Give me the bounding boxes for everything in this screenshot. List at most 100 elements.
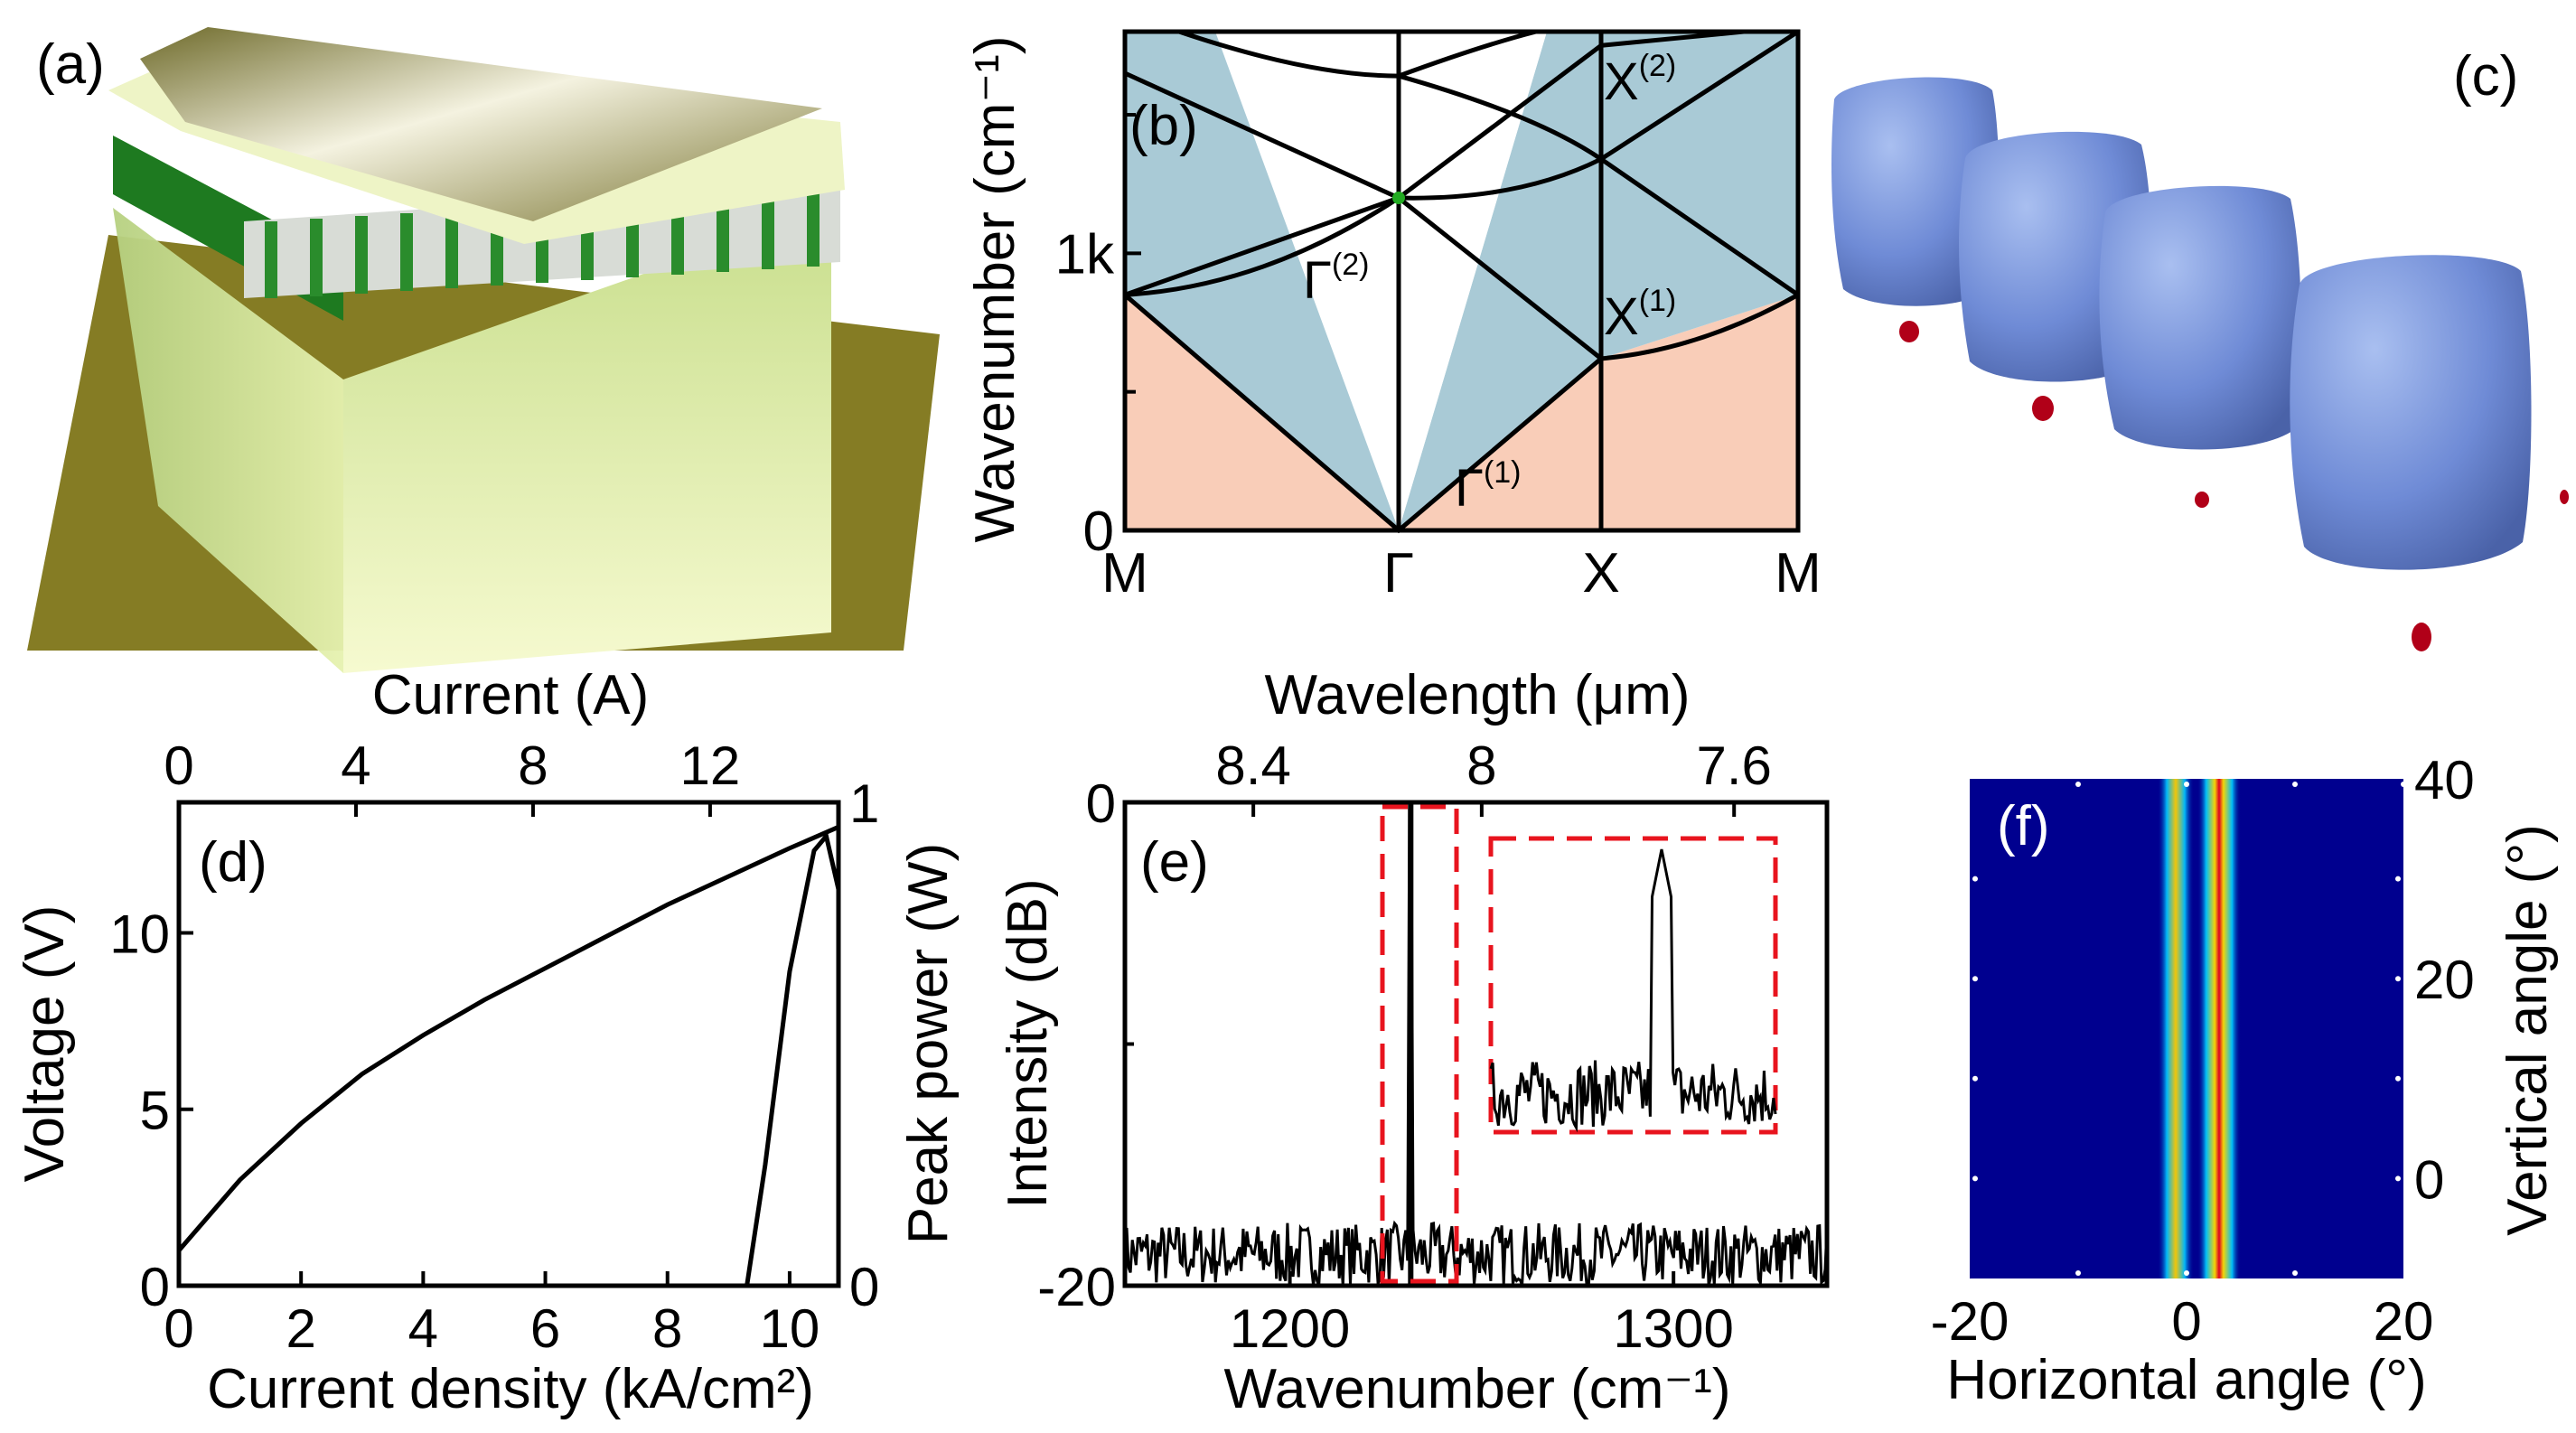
liv-top-tick-label: 0	[164, 735, 193, 796]
farfield-lobes	[2158, 779, 2241, 1278]
spectrum-x-tick-label: 1200	[1230, 1298, 1350, 1359]
farfield-y-tick-label: 20	[2414, 950, 2475, 1010]
liv-y-tick-label: 10	[109, 904, 170, 964]
spectrum-y-tick-label: 0	[1086, 773, 1116, 834]
liv-x-tick-label: 8	[652, 1298, 682, 1359]
farfield-lobe-1	[2158, 779, 2194, 1278]
band-y-tick-1: 0	[1083, 501, 1114, 563]
farfield-top-tickdot	[2292, 782, 2298, 787]
farfield-y-tickdot	[1972, 1175, 1978, 1182]
top-contact-plate	[140, 27, 822, 221]
light-cone-gap	[1399, 32, 1547, 530]
band-line-9	[1599, 29, 1800, 162]
farfield-lobe-2	[2197, 779, 2241, 1278]
panel-a-label: (a)	[36, 33, 105, 96]
liv-top-tick-label: 8	[518, 735, 548, 796]
liv-y-axis-label: Voltage (V)	[14, 905, 76, 1183]
spectrum-line	[1123, 801, 1829, 1288]
band-line-3	[1124, 195, 1400, 297]
farfield-top-tickdot	[2075, 782, 2081, 787]
liv-x-tick-label: 0	[164, 1298, 193, 1359]
panel-c-label: (c)	[2453, 45, 2518, 108]
farfield-x-tickdot	[2075, 1270, 2081, 1276]
farfield-y-tick-label: 0	[2414, 1149, 2444, 1210]
spectrum-y-tick-label: -20	[1037, 1257, 1116, 1317]
spectrum-inset	[1488, 836, 1778, 1135]
farfield-y-tickdot	[1972, 876, 1978, 882]
band-line-10	[1599, 157, 1800, 297]
farfield-x-tickdot	[2292, 1270, 2298, 1276]
band-x-tick-2: Γ	[1383, 542, 1414, 604]
liv-y-tick-label: 5	[140, 1081, 170, 1141]
farfield-x-tick-label: 20	[2374, 1291, 2434, 1352]
spectrum-top-axis-label: Wavelength (μm)	[1265, 664, 1691, 726]
band-line-12	[1398, 73, 1603, 162]
band-line-8	[1123, 70, 1400, 201]
spectrum-x-axis-label: Wavenumber (cm⁻¹)	[1224, 1358, 1731, 1420]
red-particles	[1899, 321, 2569, 651]
liv-plot-frame	[176, 800, 841, 1288]
farfield-y-tickdot	[2395, 876, 2401, 882]
liv-panel-label: (d)	[199, 831, 267, 894]
liv-top-axis-label: Current (A)	[372, 664, 650, 726]
peak-power-curve	[179, 831, 841, 1288]
spectrum-axis-ticks: 1200 1300 8.4 8 7.6 0 -20	[1037, 735, 1772, 1359]
liv-x-axis-label: Current density (kA/cm²)	[207, 1358, 814, 1420]
band-y-tick-2: 1k	[1055, 223, 1115, 286]
spectrum-y-axis-label: Intensity (dB)	[997, 878, 1059, 1208]
liv-right-tick-label: 1	[849, 773, 879, 834]
pillar-render-panel: (c)	[1831, 45, 2569, 651]
farfield-x-tick-label: 0	[2171, 1291, 2201, 1352]
farfield-y-tickdot	[1972, 1075, 1978, 1082]
spectrum-panel-label: (e)	[1140, 831, 1209, 894]
farfield-panel-label: (f)	[1997, 795, 2050, 857]
band-y-axis-label: Wavenumber (cm⁻¹)	[964, 36, 1026, 543]
band-line-7	[1397, 43, 1603, 200]
spectrum-panel: 1200 1300 8.4 8 7.6 0 -20 Wavenumber (cm⁻¹) Wa…	[997, 664, 1830, 1420]
band-plot-frame	[1122, 29, 1801, 533]
farfield-y-tickdot	[1972, 976, 1978, 982]
farfield-top-tickdot	[2401, 782, 2406, 787]
farfield-y-tickdot	[2395, 976, 2401, 982]
voltage-curve	[177, 825, 839, 1252]
liv-panel: 0 2 4 6 8 10 0 4 8 12 0 5 10 0 1 Current density (kA/c…	[14, 664, 960, 1420]
liv-x-tick-label: 2	[286, 1298, 315, 1359]
liv-right-axis-label: Peak power (W)	[897, 843, 960, 1244]
band-line-14	[1600, 29, 1745, 48]
light-cone-left	[1125, 32, 1399, 530]
spectrum-trace	[1123, 801, 1829, 1288]
band-line-6	[1397, 196, 1603, 361]
band-x-tick-1: M	[1101, 542, 1148, 604]
farfield-y-tickdot	[2395, 1075, 2401, 1082]
farfield-y-axis-label: Vertical angle (°)	[2496, 824, 2559, 1236]
liv-right-tick-label: 0	[849, 1257, 879, 1317]
band-line-11	[1178, 29, 1400, 79]
light-cone-right	[1399, 32, 1798, 530]
band-panel-label: (b)	[1129, 95, 1198, 157]
pillar-1	[1831, 77, 2000, 306]
liv-y-tick-label: 0	[140, 1257, 170, 1317]
band-line-13	[1398, 29, 1537, 79]
farfield-x-axis-label: Horizontal angle (°)	[1946, 1349, 2426, 1411]
band-x-tick-4: M	[1775, 542, 1822, 604]
device-front-wall	[343, 208, 831, 673]
spectrum-top-tick-label: 8.4	[1215, 735, 1290, 796]
farfield-x-tick-label: -20	[1931, 1291, 2009, 1352]
farfield-axis-ticks: -20 0 20 0 20 40	[1931, 750, 2475, 1352]
band-x-tick-3: X	[1582, 542, 1619, 604]
liv-curves	[177, 825, 841, 1288]
band-line-4	[1124, 195, 1400, 297]
liv-x-tick-label: 6	[530, 1298, 560, 1359]
liv-x-tick-label: 4	[408, 1298, 438, 1359]
peak-highlight-box	[1380, 804, 1459, 1284]
device-left-wall	[113, 208, 343, 673]
device-render-panel: (a)	[27, 27, 940, 673]
spectrum-x-tick-label: 1300	[1613, 1298, 1733, 1359]
spectrum-top-tick-label: 7.6	[1696, 735, 1771, 796]
liv-top-tick-label: 12	[680, 735, 741, 796]
farfield-panel: -20 0 20 0 20 40 Horizontal angle (°) Vertica…	[1931, 750, 2559, 1411]
band-line-2	[1600, 293, 1800, 361]
